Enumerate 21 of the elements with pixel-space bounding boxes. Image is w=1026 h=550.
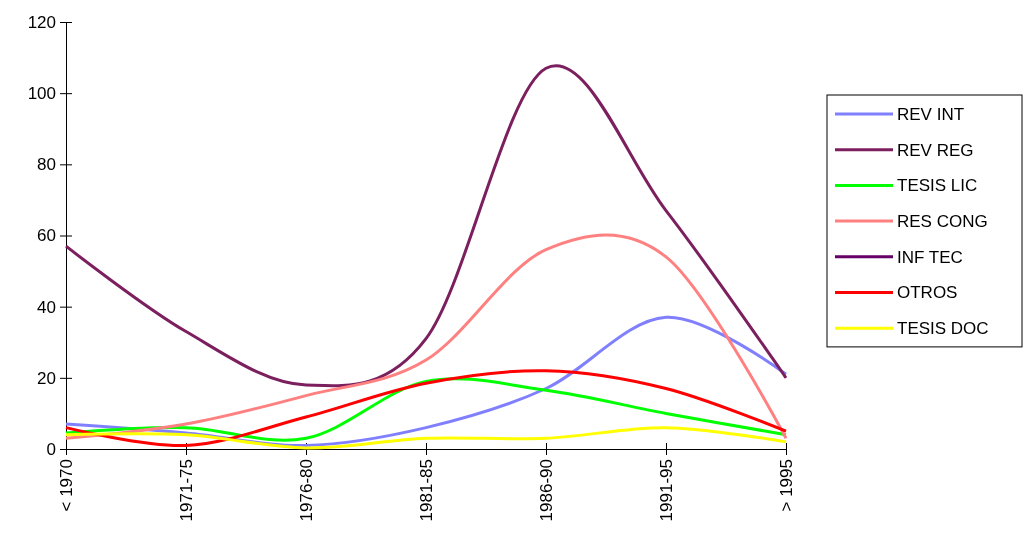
legend-label: REV REG: [897, 140, 974, 160]
x-tick-label: 1976-80: [297, 459, 317, 522]
y-tick-label: 40: [37, 297, 56, 317]
legend-label: TESIS DOC: [897, 319, 989, 339]
y-tick-label: 80: [37, 155, 56, 175]
y-tick-label: 0: [46, 439, 56, 459]
legend-label: TESIS LIC: [897, 176, 978, 196]
legend-label: INF TEC: [897, 247, 963, 267]
x-tick-label: < 1970: [57, 459, 77, 512]
y-tick-label: 100: [27, 84, 56, 104]
x-tick-label: 1986-90: [537, 459, 557, 522]
legend-label: REV INT: [897, 104, 965, 124]
x-tick-label: 1981-85: [417, 459, 437, 522]
y-tick-label: 20: [37, 368, 56, 388]
y-tick-label: 60: [37, 226, 56, 246]
x-tick-label: 1971-75: [177, 459, 197, 522]
legend-label: OTROS: [897, 283, 958, 303]
y-tick-label: 120: [27, 12, 56, 32]
x-tick-label: 1991-95: [657, 459, 677, 522]
legend-label: RES CONG: [897, 212, 988, 232]
x-tick-label: > 1995: [777, 459, 797, 512]
